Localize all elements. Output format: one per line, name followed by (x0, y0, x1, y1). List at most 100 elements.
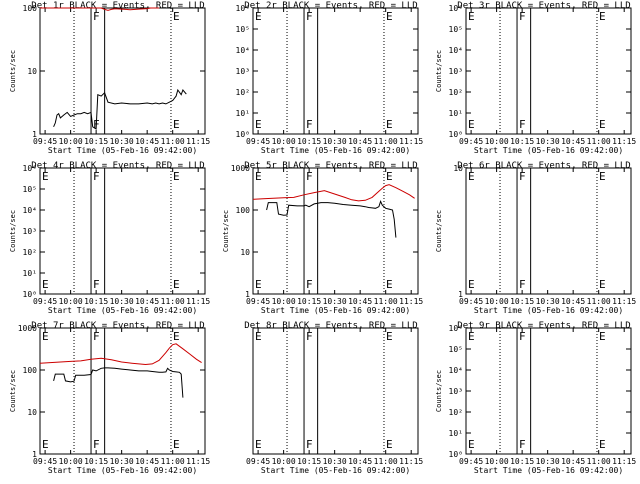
axes-frame (465, 7, 632, 135)
time-marker-label: E (42, 330, 49, 343)
x-tick-label: 11:00 (374, 137, 398, 146)
axes-frame (465, 327, 632, 455)
y-tick-label: 10 (27, 408, 37, 417)
x-tick-label: 10:00 (59, 457, 83, 466)
x-tick-label: 11:00 (587, 137, 611, 146)
time-marker-label: F (93, 438, 100, 451)
y-axis-label: Counts/sec (435, 210, 443, 252)
time-marker-label: F (306, 10, 313, 23)
x-axis-label: Start Time (05-Feb-16 09:42:00) (48, 146, 197, 155)
axes-frame (252, 7, 419, 135)
x-tick-label: 10:00 (272, 137, 296, 146)
x-tick-label: 11:15 (399, 137, 423, 146)
x-tick-label: 10:15 (297, 297, 321, 306)
time-marker-label: E (599, 278, 606, 291)
y-tick-label: 10⁰ (23, 290, 37, 299)
x-tick-label: 11:15 (612, 297, 636, 306)
x-tick-label: 09:45 (246, 297, 270, 306)
x-axis-label: Start Time (05-Feb-16 09:42:00) (261, 146, 410, 155)
y-tick-label: 10³ (23, 227, 37, 236)
events-series-line (53, 367, 184, 398)
panel-title: Det 9r BLACK = Events, RED = LLD (457, 321, 630, 331)
time-marker-label: F (306, 118, 313, 131)
time-marker-label: F (306, 278, 313, 291)
time-marker-label: E (386, 438, 393, 451)
x-tick-label: 10:45 (348, 457, 372, 466)
time-marker-label: F (519, 438, 526, 451)
panel-title: Det 2r BLACK = Events, RED = LLD (244, 1, 417, 11)
x-tick-label: 10:45 (135, 457, 159, 466)
time-marker-label: E (42, 170, 49, 183)
x-tick-label: 11:15 (399, 297, 423, 306)
x-tick-label: 10:30 (323, 457, 347, 466)
x-tick-label: 11:00 (374, 457, 398, 466)
x-tick-label: 11:00 (587, 457, 611, 466)
x-tick-label: 11:15 (612, 137, 636, 146)
time-marker-label: F (93, 170, 100, 183)
x-tick-label: 11:00 (374, 297, 398, 306)
time-marker-label: E (599, 118, 606, 131)
y-tick-label: 1000 (231, 164, 250, 173)
y-tick-label: 1 (32, 450, 37, 459)
y-tick-label: 10⁶ (236, 4, 250, 13)
y-tick-label: 10⁰ (236, 130, 250, 139)
y-axis-label: Counts/sec (9, 50, 17, 92)
x-axis-label: Start Time (05-Feb-16 09:42:00) (261, 306, 410, 315)
x-tick-label: 10:45 (561, 297, 585, 306)
y-tick-label: 10³ (449, 387, 463, 396)
time-marker-label: E (599, 10, 606, 23)
y-tick-label: 100 (23, 366, 38, 375)
x-tick-label: 10:30 (110, 137, 134, 146)
y-tick-label: 10⁴ (23, 206, 37, 215)
time-marker-label: E (386, 170, 393, 183)
x-tick-label: 10:45 (135, 297, 159, 306)
x-tick-label: 10:45 (561, 137, 585, 146)
y-tick-label: 10² (23, 248, 37, 257)
y-axis-label: Counts/sec (435, 50, 443, 92)
panel-title: Det 6r BLACK = Events, RED = LLD (457, 161, 630, 171)
y-tick-label: 10⁶ (23, 164, 37, 173)
y-tick-label: 10⁵ (23, 185, 37, 194)
y-tick-label: 10⁴ (449, 366, 463, 375)
x-tick-label: 10:15 (510, 297, 534, 306)
time-marker-label: E (173, 118, 180, 131)
x-tick-label: 10:45 (348, 297, 372, 306)
time-marker-label: E (599, 438, 606, 451)
time-marker-label: E (255, 438, 262, 451)
time-marker-label: F (519, 278, 526, 291)
y-tick-label: 10² (236, 88, 250, 97)
y-tick-label: 10¹ (236, 109, 250, 118)
time-marker-label: E (468, 10, 475, 23)
time-marker-label: E (173, 278, 180, 291)
time-marker-label: E (173, 10, 180, 23)
y-axis-label: Counts/sec (222, 210, 230, 252)
x-tick-label: 10:15 (84, 457, 108, 466)
x-tick-label: 11:00 (161, 137, 185, 146)
events-series-line (53, 88, 187, 130)
y-tick-label: 10⁵ (449, 345, 463, 354)
axes-frame (465, 167, 632, 295)
x-tick-label: 10:45 (348, 137, 372, 146)
x-tick-label: 10:15 (510, 457, 534, 466)
x-tick-label: 10:15 (510, 137, 534, 146)
y-tick-label: 100 (23, 4, 38, 13)
x-axis-label: Start Time (05-Feb-16 09:42:00) (474, 306, 623, 315)
time-marker-label: F (519, 10, 526, 23)
x-tick-label: 09:45 (33, 457, 57, 466)
x-tick-label: 11:00 (161, 457, 185, 466)
time-marker-label: F (93, 278, 100, 291)
x-tick-label: 10:15 (297, 137, 321, 146)
x-tick-label: 09:45 (33, 137, 57, 146)
x-tick-label: 10:00 (485, 137, 509, 146)
y-tick-label: 10 (27, 67, 37, 76)
x-tick-label: 11:15 (186, 457, 210, 466)
y-tick-label: 10¹ (449, 109, 463, 118)
time-marker-label: E (386, 330, 393, 343)
x-tick-label: 10:00 (59, 297, 83, 306)
